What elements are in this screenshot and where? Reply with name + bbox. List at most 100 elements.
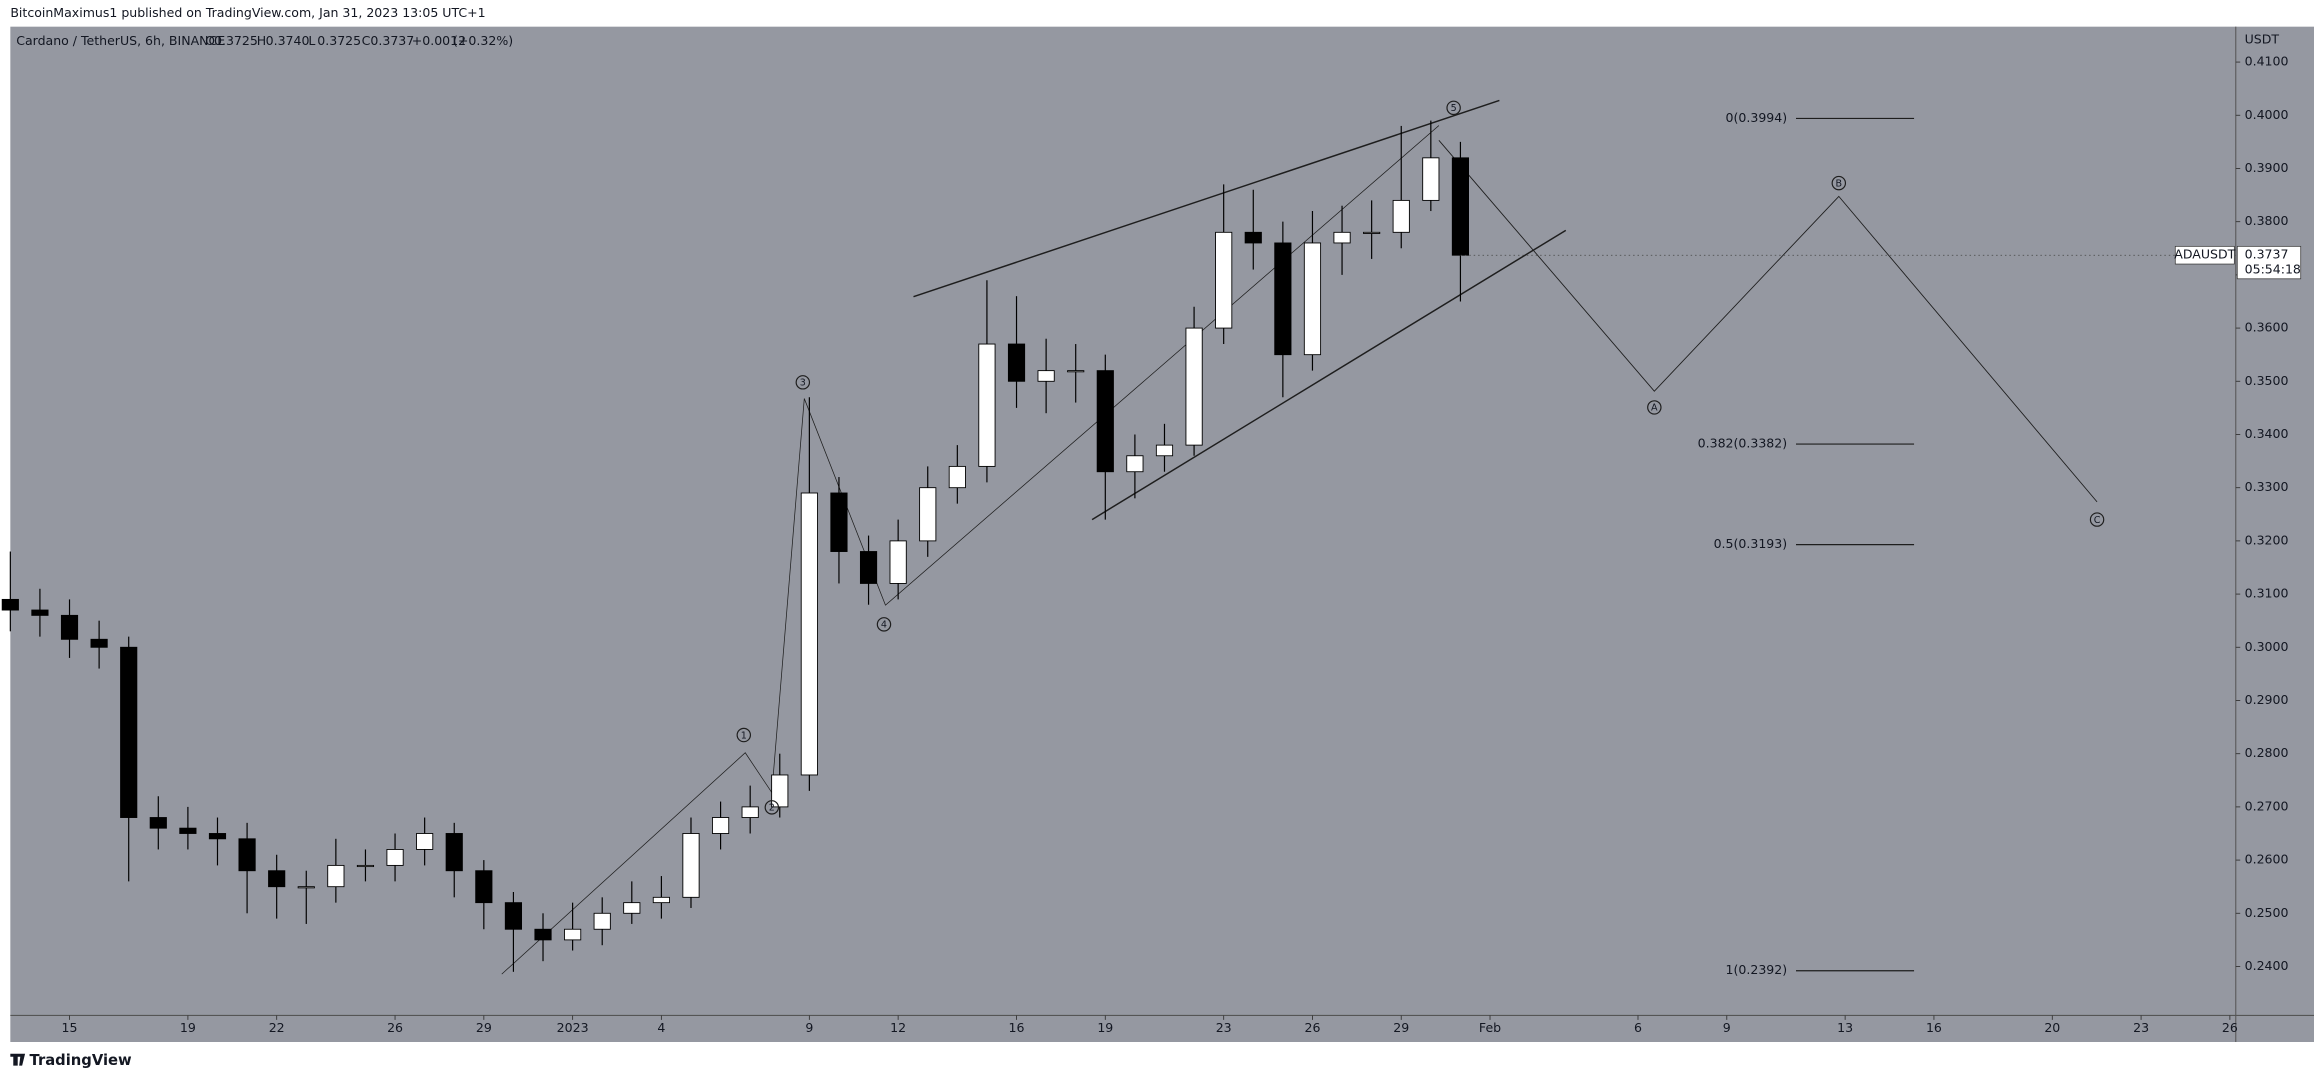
- wave-circle: [736, 727, 752, 743]
- candle-body: [1363, 231, 1381, 234]
- author-line: BitcoinMaximus1 published on TradingView…: [10, 5, 485, 20]
- ohlc-key: H: [257, 33, 266, 48]
- wave-circle: [1446, 100, 1461, 116]
- currency: USDT: [2245, 31, 2280, 46]
- candle-body: [1, 598, 19, 611]
- candle-body: [1333, 231, 1351, 244]
- wave-label: C: [2094, 515, 2101, 526]
- candle-body: [1185, 327, 1203, 446]
- candle-body: [593, 912, 611, 930]
- wave-circle: [795, 375, 811, 390]
- wave-label: B: [1836, 178, 1843, 189]
- candle-body: [978, 343, 996, 467]
- y-tick-label: 0.3000: [2245, 639, 2289, 654]
- brand[interactable]: TradingView: [30, 1052, 133, 1069]
- wave-count: [501, 125, 1440, 975]
- y-tick-label: 0.3800: [2245, 213, 2289, 228]
- candle-body: [31, 609, 49, 616]
- wave-label: 2: [769, 803, 775, 814]
- candle-body: [238, 838, 256, 872]
- candle-body: [1392, 199, 1410, 233]
- wave-projection: [1438, 140, 2098, 503]
- ohlc-key: L: [308, 33, 315, 48]
- x-tick-label: 20: [2044, 1020, 2060, 1035]
- candle-body: [771, 774, 789, 808]
- x-tick-label: 23: [2133, 1020, 2149, 1035]
- price-badge: 0.3737: [2245, 247, 2289, 262]
- candle-body: [386, 849, 404, 866]
- candle-body: [1451, 157, 1470, 256]
- fib-label: 0.382(0.3382): [1698, 436, 1787, 451]
- x-tick-label: 19: [180, 1020, 196, 1035]
- candle-body: [682, 833, 700, 898]
- candle-body: [1037, 370, 1055, 382]
- ohlc-value: 0.3740: [266, 33, 310, 48]
- x-tick-label: 9: [805, 1020, 813, 1035]
- candle-body: [327, 864, 345, 888]
- wave-label: 3: [800, 378, 806, 389]
- candle-body: [208, 833, 227, 840]
- wave-circle: [2089, 512, 2105, 527]
- countdown: 05:54:18: [2245, 261, 2301, 276]
- change-pct: (+0.32%): [453, 33, 513, 48]
- wave-circle: [764, 800, 780, 815]
- wave-circle: [876, 617, 892, 632]
- candle-body: [919, 487, 937, 542]
- ohlc-key: C: [362, 33, 371, 48]
- x-tick-label: 13: [1837, 1020, 1853, 1035]
- candle-body: [652, 896, 670, 904]
- y-tick-label: 0.2400: [2245, 958, 2289, 973]
- x-tick-label: 26: [1304, 1020, 1320, 1035]
- x-tick-label: 26: [387, 1020, 403, 1035]
- x-tick-label: 26: [2222, 1020, 2238, 1035]
- y-tick-label: 0.3500: [2245, 373, 2289, 388]
- candle-body: [859, 551, 878, 584]
- wave-circle: [1647, 400, 1662, 415]
- candle-body: [179, 827, 197, 834]
- candle-body: [1422, 157, 1440, 201]
- candle-body: [564, 928, 582, 941]
- ticker-badge-bg: [2174, 245, 2235, 265]
- candle-body: [1274, 242, 1292, 356]
- candle-body: [534, 928, 552, 941]
- candle-body: [1244, 231, 1262, 244]
- candle-body: [1155, 444, 1174, 457]
- x-tick-label: 16: [1009, 1020, 1025, 1035]
- wave-label: 5: [1451, 103, 1457, 114]
- candle-body: [90, 638, 108, 648]
- candle-body: [889, 540, 907, 584]
- candle-body: [356, 864, 375, 868]
- y-tick-label: 0.3100: [2245, 586, 2289, 601]
- candle-body: [623, 902, 641, 914]
- x-tick-label: 9: [1723, 1020, 1731, 1035]
- x-tick-label: 15: [62, 1020, 78, 1035]
- candle-body: [445, 833, 463, 872]
- candle-body: [1096, 370, 1114, 473]
- wave-label: 4: [881, 620, 887, 631]
- symbol: Cardano / TetherUS, 6h, BINANCE: [16, 33, 225, 48]
- y-tick-label: 0.3900: [2245, 160, 2289, 175]
- candle-body: [1007, 343, 1026, 382]
- wave-label: 1: [741, 730, 747, 741]
- y-tick-label: 0.3200: [2245, 532, 2289, 547]
- ohlc-value: 0.3725: [317, 33, 361, 48]
- y-tick-label: 0.4000: [2245, 107, 2289, 122]
- y-tick-label: 0.3400: [2245, 426, 2289, 441]
- x-tick-label: 6: [1634, 1020, 1642, 1035]
- candle-body: [1067, 370, 1085, 373]
- y-tick-label: 0.4100: [2245, 54, 2289, 69]
- candle-body: [60, 614, 79, 640]
- x-tick-label: 16: [1926, 1020, 1942, 1035]
- y-tick-label: 0.3600: [2245, 320, 2289, 335]
- candle-body: [297, 886, 315, 889]
- y-tick-label: 0.2700: [2245, 798, 2289, 813]
- x-tick-label: 23: [1216, 1020, 1232, 1035]
- fib-label: 0.5(0.3193): [1714, 536, 1788, 551]
- candle-body: [504, 902, 523, 930]
- candle-body: [149, 817, 167, 829]
- wave-label: A: [1651, 403, 1658, 414]
- candle-body: [948, 465, 966, 489]
- x-tick-label: 4: [657, 1020, 665, 1035]
- y-tick-label: 0.2800: [2245, 745, 2289, 760]
